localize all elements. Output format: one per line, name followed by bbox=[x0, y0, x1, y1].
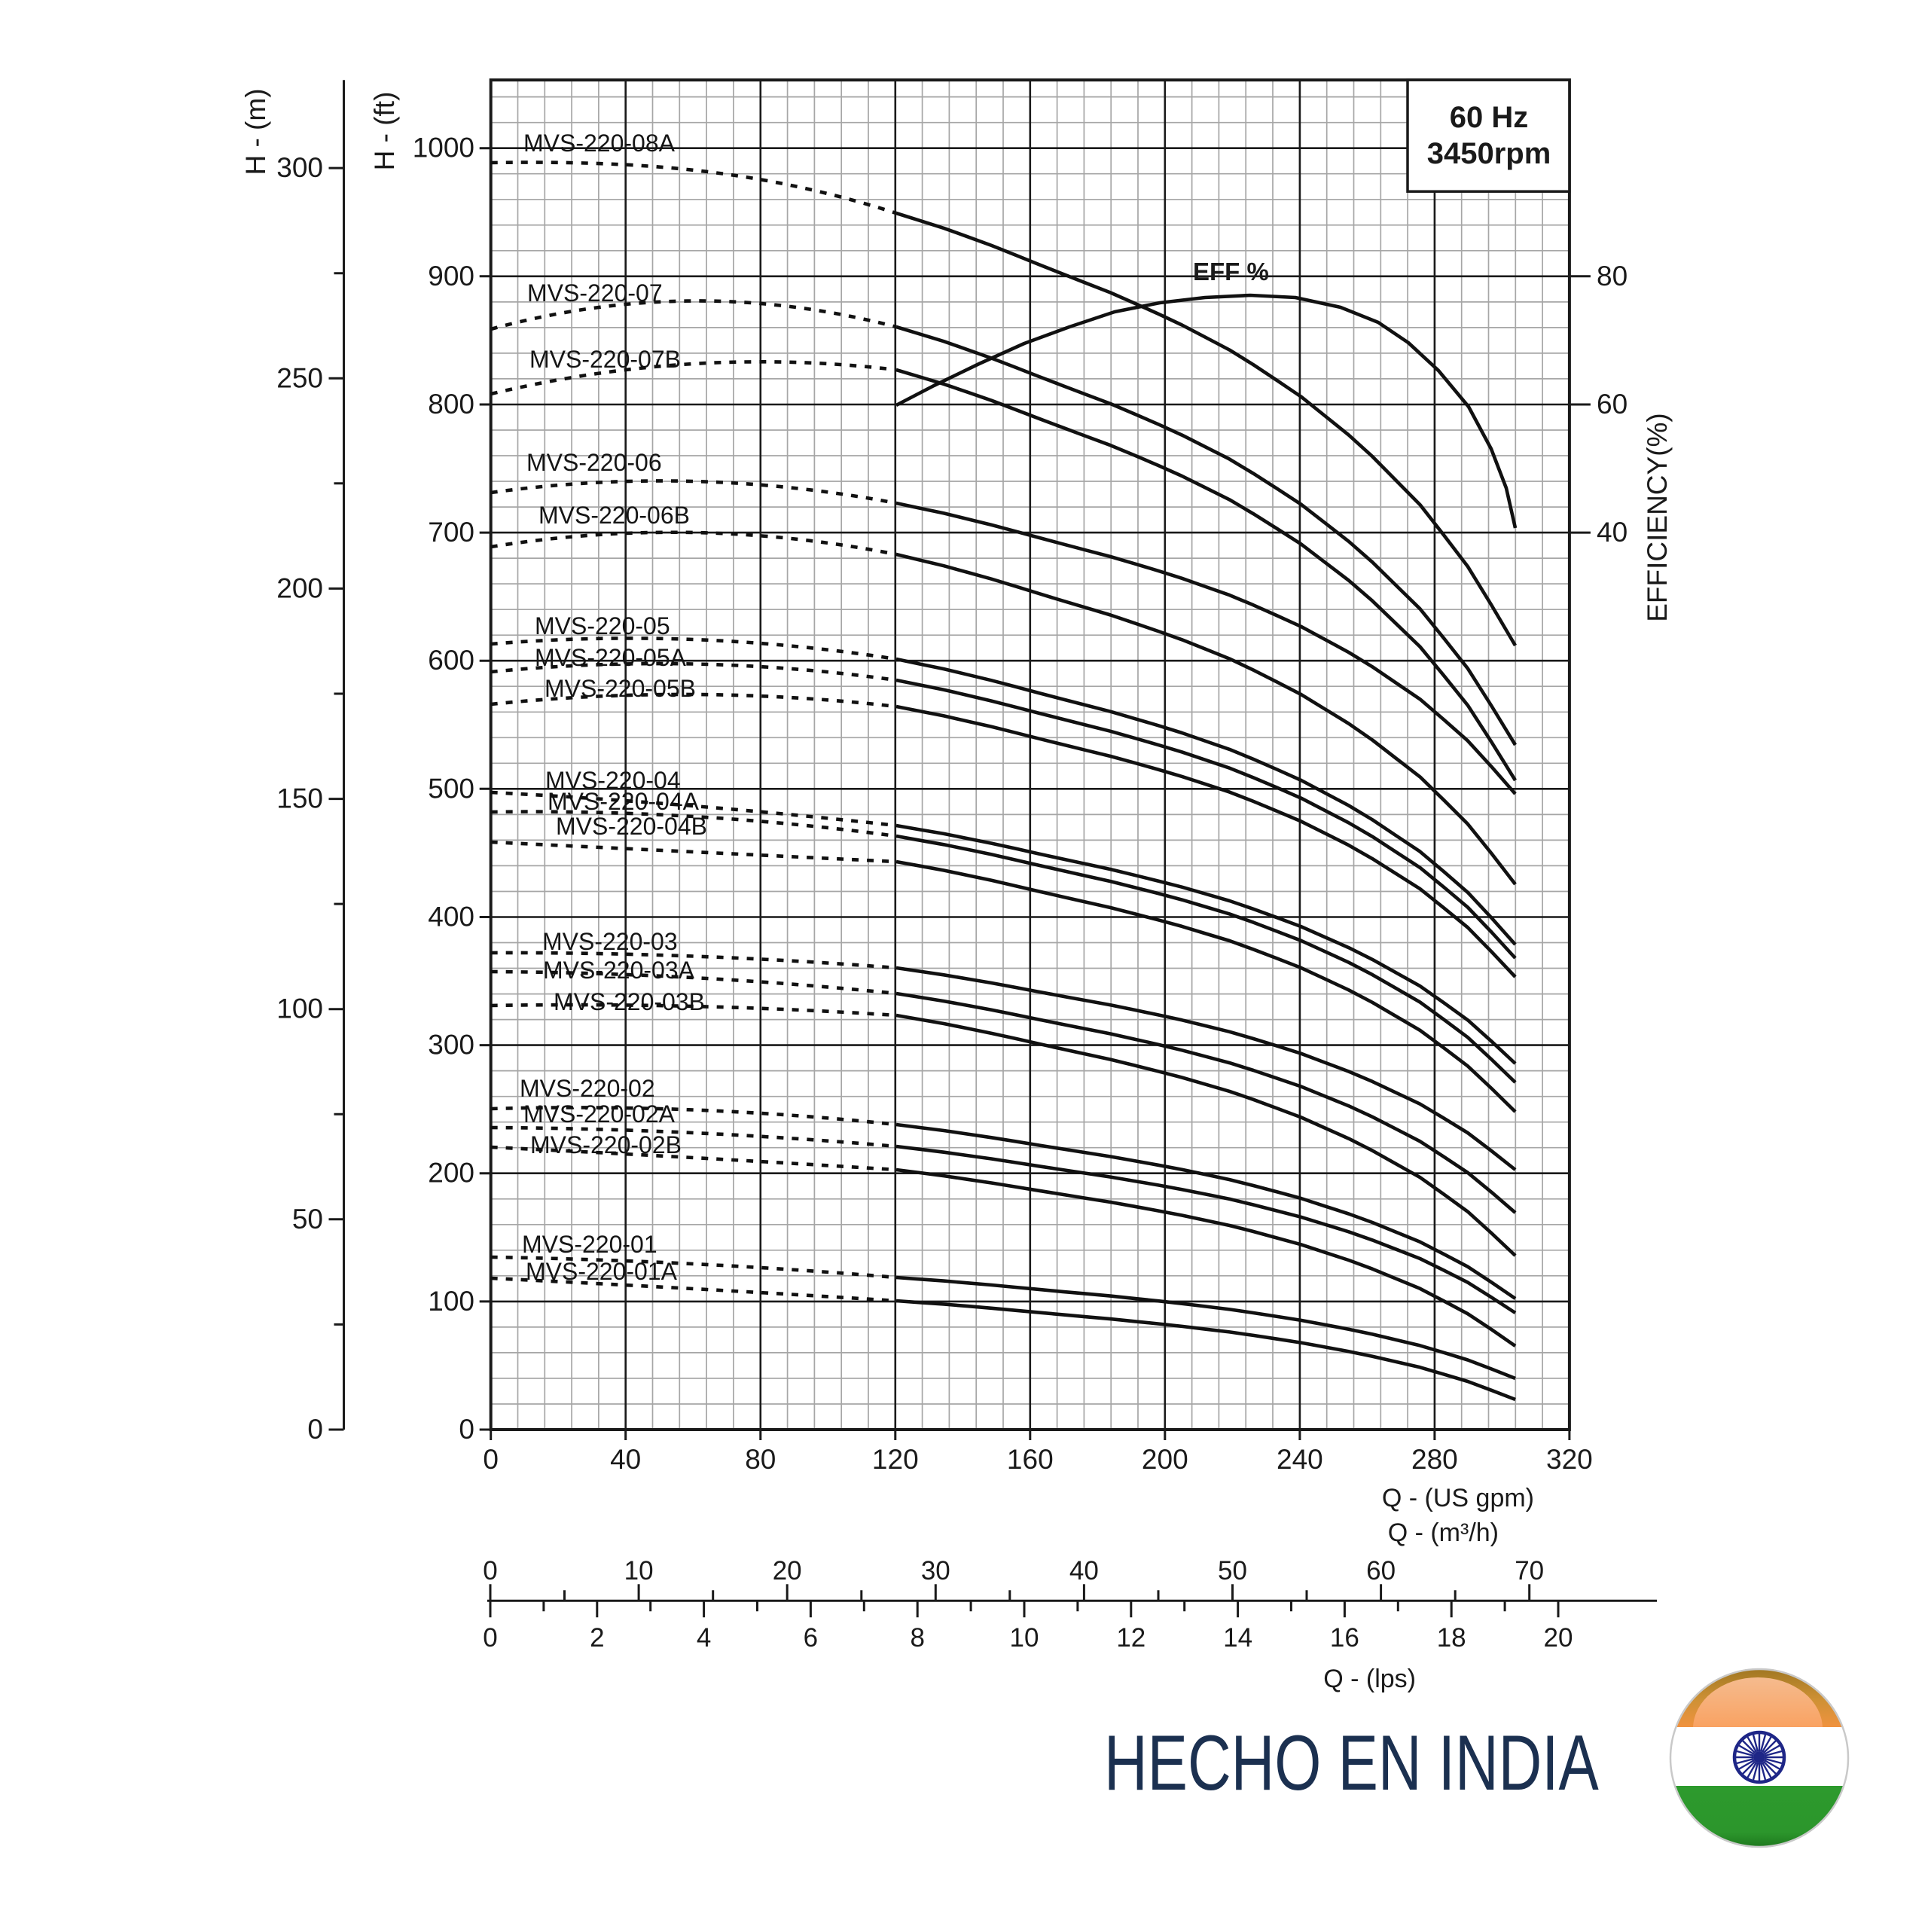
svg-text:160: 160 bbox=[1007, 1444, 1054, 1475]
svg-text:HECHO EN INDIA: HECHO EN INDIA bbox=[1104, 1719, 1599, 1807]
svg-text:0: 0 bbox=[483, 1556, 497, 1586]
svg-text:280: 280 bbox=[1411, 1444, 1458, 1475]
svg-text:900: 900 bbox=[428, 261, 474, 291]
svg-text:40: 40 bbox=[1597, 517, 1628, 548]
svg-text:0: 0 bbox=[483, 1444, 499, 1475]
svg-text:MVS-220-02A: MVS-220-02A bbox=[523, 1100, 676, 1128]
svg-text:MVS-220-05: MVS-220-05 bbox=[535, 612, 670, 639]
svg-text:120: 120 bbox=[872, 1444, 919, 1475]
svg-text:0: 0 bbox=[459, 1414, 474, 1445]
svg-text:MVS-220-01: MVS-220-01 bbox=[522, 1231, 657, 1258]
svg-text:3450rpm: 3450rpm bbox=[1427, 137, 1551, 170]
svg-text:320: 320 bbox=[1546, 1444, 1593, 1475]
svg-text:MVS-220-06: MVS-220-06 bbox=[526, 449, 662, 476]
svg-text:Q - (US gpm): Q - (US gpm) bbox=[1382, 1484, 1534, 1512]
svg-text:0: 0 bbox=[307, 1414, 323, 1445]
svg-text:12: 12 bbox=[1116, 1623, 1146, 1653]
svg-text:EFF %: EFF % bbox=[1193, 258, 1269, 285]
svg-text:240: 240 bbox=[1277, 1444, 1323, 1475]
svg-text:200: 200 bbox=[276, 572, 323, 603]
svg-text:MVS-220-05A: MVS-220-05A bbox=[535, 644, 687, 671]
svg-text:800: 800 bbox=[428, 389, 474, 420]
svg-text:70: 70 bbox=[1515, 1556, 1544, 1586]
svg-text:MVS-220-04B: MVS-220-04B bbox=[556, 813, 707, 840]
svg-text:20: 20 bbox=[773, 1556, 802, 1586]
svg-text:MVS-220-03: MVS-220-03 bbox=[542, 928, 678, 955]
svg-text:30: 30 bbox=[921, 1556, 950, 1586]
svg-text:8: 8 bbox=[910, 1623, 924, 1653]
svg-text:MVS-220-06B: MVS-220-06B bbox=[538, 502, 690, 529]
svg-text:MVS-220-03A: MVS-220-03A bbox=[543, 957, 695, 984]
svg-text:MVS-220-03B: MVS-220-03B bbox=[554, 988, 705, 1015]
svg-text:80: 80 bbox=[1597, 261, 1628, 291]
svg-text:MVS-220-04: MVS-220-04 bbox=[545, 767, 681, 794]
svg-text:Q - (m³/h): Q - (m³/h) bbox=[1388, 1518, 1499, 1547]
svg-text:100: 100 bbox=[276, 993, 323, 1024]
svg-text:40: 40 bbox=[610, 1444, 641, 1475]
svg-text:H - (m): H - (m) bbox=[240, 88, 271, 175]
svg-text:300: 300 bbox=[276, 152, 323, 183]
svg-text:4: 4 bbox=[697, 1623, 711, 1653]
svg-text:MVS-220-07B: MVS-220-07B bbox=[529, 346, 681, 373]
svg-text:200: 200 bbox=[428, 1158, 474, 1189]
svg-text:400: 400 bbox=[428, 902, 474, 932]
svg-text:MVS-220-02: MVS-220-02 bbox=[520, 1075, 655, 1102]
svg-text:40: 40 bbox=[1069, 1556, 1099, 1586]
svg-text:60: 60 bbox=[1597, 389, 1628, 420]
svg-text:10: 10 bbox=[1010, 1623, 1039, 1653]
svg-text:20: 20 bbox=[1544, 1623, 1573, 1653]
svg-text:600: 600 bbox=[428, 645, 474, 676]
svg-text:80: 80 bbox=[745, 1444, 776, 1475]
svg-text:200: 200 bbox=[1142, 1444, 1188, 1475]
svg-text:250: 250 bbox=[276, 362, 323, 393]
svg-text:300: 300 bbox=[428, 1030, 474, 1061]
svg-text:0: 0 bbox=[483, 1623, 497, 1653]
svg-text:H - (ft): H - (ft) bbox=[369, 92, 400, 171]
svg-text:18: 18 bbox=[1437, 1623, 1466, 1653]
svg-text:16: 16 bbox=[1330, 1623, 1359, 1653]
svg-text:10: 10 bbox=[624, 1556, 654, 1586]
svg-text:700: 700 bbox=[428, 517, 474, 548]
svg-text:50: 50 bbox=[1218, 1556, 1247, 1586]
svg-text:Q - (lps): Q - (lps) bbox=[1323, 1665, 1416, 1693]
svg-text:50: 50 bbox=[292, 1204, 323, 1235]
svg-text:60: 60 bbox=[1366, 1556, 1396, 1586]
svg-text:14: 14 bbox=[1223, 1623, 1252, 1653]
svg-text:1000: 1000 bbox=[413, 133, 474, 163]
svg-text:150: 150 bbox=[276, 783, 323, 814]
svg-text:MVS-220-08A: MVS-220-08A bbox=[523, 130, 676, 157]
svg-text:100: 100 bbox=[428, 1286, 474, 1317]
svg-text:2: 2 bbox=[590, 1623, 604, 1653]
svg-text:6: 6 bbox=[804, 1623, 818, 1653]
svg-text:MVS-220-02B: MVS-220-02B bbox=[530, 1131, 682, 1158]
svg-text:MVS-220-01A: MVS-220-01A bbox=[526, 1258, 678, 1285]
svg-text:EFFICIENCY(%): EFFICIENCY(%) bbox=[1642, 413, 1673, 622]
svg-text:500: 500 bbox=[428, 773, 474, 804]
svg-text:60 Hz: 60 Hz bbox=[1450, 101, 1529, 134]
